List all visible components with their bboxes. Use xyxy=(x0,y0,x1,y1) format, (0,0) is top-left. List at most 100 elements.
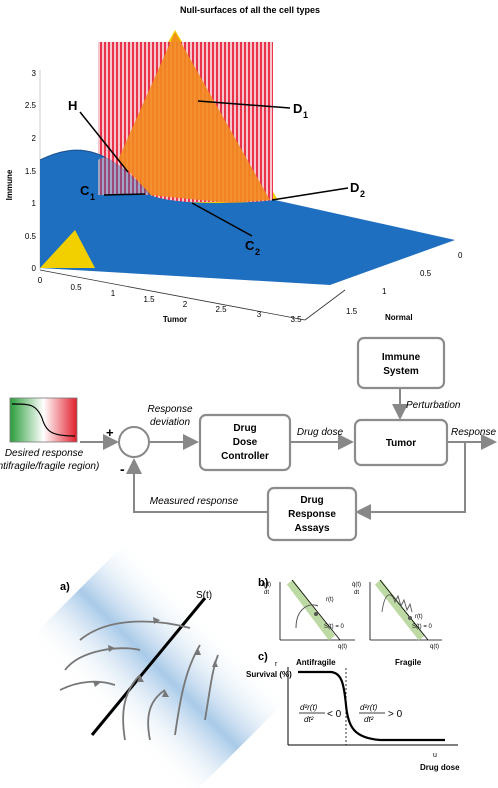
svg-text:1: 1 xyxy=(90,192,95,202)
measured-response-label: Measured response xyxy=(150,496,239,507)
null-surfaces-plot: Null-surfaces of all the cell types 0 0.… xyxy=(5,5,463,324)
drug-dose-axis-label: Drug dose xyxy=(420,763,460,772)
svg-text:1: 1 xyxy=(111,289,116,298)
svg-text:2.5: 2.5 xyxy=(25,101,37,110)
survival-axis-label: Survival (%) xyxy=(246,670,292,679)
svg-text:S(t) = 0: S(t) = 0 xyxy=(324,624,345,630)
drug-dose-label: Drug dose xyxy=(297,427,344,438)
assays-label-2: Response xyxy=(288,509,336,520)
feedback-block-diagram: Desired response (antifragile/fragile re… xyxy=(0,336,497,542)
blue-null-surface xyxy=(40,150,455,285)
controller-label-1: Drug xyxy=(233,423,256,434)
immune-system-box xyxy=(356,336,446,390)
svg-text:0: 0 xyxy=(32,264,37,273)
immune-label-1: Immune xyxy=(382,352,421,363)
survival-curve xyxy=(298,670,445,742)
svg-text:D: D xyxy=(350,180,359,195)
assays-label-1: Drug xyxy=(300,495,323,506)
plus-sign: + xyxy=(106,425,114,440)
svg-text:D: D xyxy=(293,101,302,116)
y-axis-label: Immune xyxy=(5,169,14,200)
panel-b-phase-plots: b) q̇(t) dt q(t) r(t) S(t) = 0 q̇(t) dt … xyxy=(258,577,442,650)
svg-text:0.5: 0.5 xyxy=(70,283,82,292)
summing-junction xyxy=(118,426,150,458)
response-label: Response xyxy=(451,427,496,438)
svg-text:C: C xyxy=(80,183,90,198)
svg-text:q̇(t): q̇(t) xyxy=(352,582,361,588)
svg-text:dt: dt xyxy=(264,590,269,596)
svg-text:0: 0 xyxy=(458,251,463,260)
annotation-d2: D 2 xyxy=(271,180,365,201)
svg-text:3: 3 xyxy=(32,69,37,78)
svg-text:H: H xyxy=(68,98,77,113)
plot-title: Null-surfaces of all the cell types xyxy=(180,5,320,15)
phase-plot-right: q̇(t) dt q(t) r(t) S(t) = 0 xyxy=(352,579,442,650)
fragile-label: Fragile xyxy=(395,658,422,667)
svg-text:> 0: > 0 xyxy=(388,709,403,720)
second-derivative-left: d²r(t) dt² < 0 xyxy=(299,703,342,724)
desired-response-box xyxy=(9,397,78,443)
panel-b-label: b) xyxy=(258,577,269,589)
perturbation-label: Perturbation xyxy=(406,400,461,411)
trajectory-arrows xyxy=(59,620,219,741)
second-derivative-right: d²r(t) dt² > 0 xyxy=(359,703,403,724)
svg-text:2.5: 2.5 xyxy=(215,305,227,314)
svg-text:< 0: < 0 xyxy=(327,709,342,720)
svg-text:u: u xyxy=(433,752,437,759)
svg-text:dt²: dt² xyxy=(364,715,374,724)
svg-text:1: 1 xyxy=(303,110,308,120)
svg-text:dt: dt xyxy=(354,590,359,596)
panel-a-sliding-surface: a) S(t) xyxy=(29,539,288,788)
assays-label-3: Assays xyxy=(294,523,329,534)
sliding-surface-line xyxy=(90,597,207,736)
svg-text:3.5: 3.5 xyxy=(290,315,302,324)
x-axis-ticks: 0 0.5 1 1.5 2 2.5 3 3.5 xyxy=(38,276,302,324)
immune-label-2: System xyxy=(383,366,419,377)
svg-text:q(t): q(t) xyxy=(430,644,439,650)
svg-text:0.5: 0.5 xyxy=(420,269,432,278)
svg-text:1.5: 1.5 xyxy=(346,307,358,316)
drug-dose-controller-box xyxy=(198,413,292,472)
controller-label-3: Controller xyxy=(221,451,269,462)
antifragile-label: Antifragile xyxy=(296,658,336,667)
annotation-h: H xyxy=(68,98,129,173)
svg-text:2: 2 xyxy=(32,134,37,143)
svg-text:3: 3 xyxy=(257,310,262,319)
panel-c-label: c) xyxy=(258,651,268,663)
svg-text:2: 2 xyxy=(255,247,260,257)
annotation-d1: D 1 xyxy=(197,100,308,120)
x-axis-label: Tumor xyxy=(163,315,187,324)
response-deviation-label-1: Response xyxy=(147,404,192,415)
svg-text:S(t) = 0: S(t) = 0 xyxy=(412,624,433,630)
s-t-label: S(t) xyxy=(196,590,212,601)
tumor-box xyxy=(353,418,449,467)
controller-label-2: Dose xyxy=(233,437,258,448)
orange-overlap-region xyxy=(118,32,270,203)
z-axis-ticks: 0 0.5 1 1.5 xyxy=(346,251,463,316)
response-deviation-label-2: deviation xyxy=(150,417,190,428)
svg-text:q̇(t): q̇(t) xyxy=(262,582,271,588)
svg-text:0.5: 0.5 xyxy=(25,232,37,241)
svg-text:0: 0 xyxy=(38,276,43,285)
svg-text:1.5: 1.5 xyxy=(25,167,37,176)
panel-a-label: a) xyxy=(60,581,70,593)
annotation-c1: C 1 xyxy=(80,183,146,202)
svg-text:1.5: 1.5 xyxy=(143,295,155,304)
svg-text:q(t): q(t) xyxy=(338,644,347,650)
panel-c-survival-curve: c) r Survival (%) u Drug dose Antifragil… xyxy=(246,651,460,772)
tumor-label: Tumor xyxy=(386,438,416,449)
desired-response-label: Desired response xyxy=(5,448,84,459)
svg-text:r: r xyxy=(275,661,278,668)
svg-text:r(t): r(t) xyxy=(326,597,334,603)
svg-text:2: 2 xyxy=(360,189,365,199)
svg-text:2: 2 xyxy=(183,300,188,309)
svg-text:d²r(t): d²r(t) xyxy=(300,703,318,712)
svg-text:C: C xyxy=(245,238,255,253)
phase-plot-left: q̇(t) dt q(t) r(t) S(t) = 0 xyxy=(262,579,355,650)
svg-text:1: 1 xyxy=(382,287,387,296)
desired-response-sublabel: (antifragile/fragile region) xyxy=(0,461,99,472)
svg-text:dt²: dt² xyxy=(304,715,314,724)
svg-text:r(t): r(t) xyxy=(415,614,423,620)
z-axis-label: Normal xyxy=(385,313,413,322)
